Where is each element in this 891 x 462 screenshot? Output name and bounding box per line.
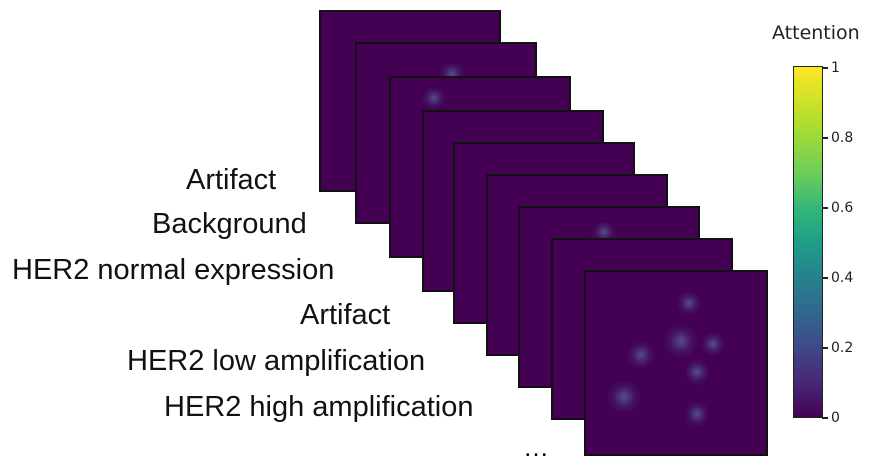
colorbar-tick-label: 0.6 — [831, 200, 854, 216]
colorbar-title: Attention — [772, 22, 860, 44]
class-label: HER2 high amplification — [164, 391, 474, 423]
colorbar-tick-label: 1 — [831, 60, 840, 76]
class-label: Background — [152, 208, 307, 240]
more-ellipsis: … — [523, 432, 549, 462]
colorbar-tick-label: 0.8 — [831, 130, 854, 146]
colorbar-tick — [822, 347, 828, 349]
class-label: HER2 normal expression — [12, 254, 335, 286]
class-label: HER2 low amplification — [127, 345, 426, 377]
colorbar-tick — [822, 417, 828, 419]
colorbar-tick-label: 0.2 — [831, 340, 854, 356]
colorbar-tick-label: 0 — [831, 410, 840, 426]
class-label: Artifact — [300, 299, 391, 331]
colorbar-tick-label: 0.4 — [831, 270, 854, 286]
colorbar-tick — [822, 277, 828, 279]
colorbar-tick — [822, 67, 828, 69]
attention-map-frame-front — [584, 270, 768, 456]
colorbar-tick — [822, 137, 828, 139]
colorbar-tick — [822, 207, 828, 209]
colorbar — [793, 66, 823, 418]
class-label: Artifact — [186, 164, 277, 196]
